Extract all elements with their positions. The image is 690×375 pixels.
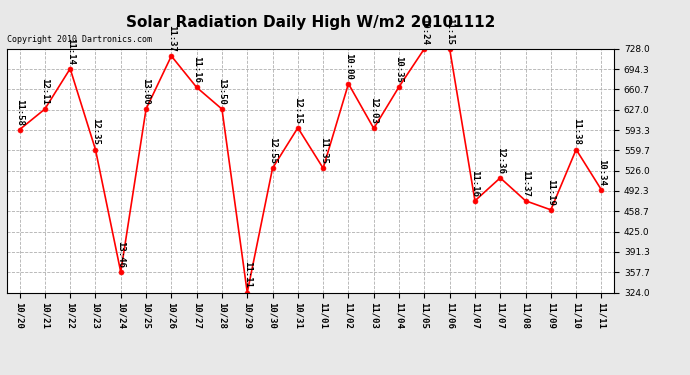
Text: 10:00: 10:00: [344, 53, 353, 80]
Text: 13:00: 13:00: [141, 78, 150, 105]
Text: 11:19: 11:19: [546, 179, 555, 206]
Text: 13:50: 13:50: [217, 78, 226, 105]
Text: 11:14: 11:14: [66, 38, 75, 64]
Text: Copyright 2010 Dartronics.com: Copyright 2010 Dartronics.com: [7, 35, 152, 44]
Text: 12:55: 12:55: [268, 137, 277, 164]
Text: 13:46: 13:46: [116, 241, 126, 268]
Text: 11:16: 11:16: [192, 56, 201, 83]
Text: 10:34: 10:34: [597, 159, 606, 186]
Text: 12:35: 12:35: [91, 118, 100, 146]
Text: 12:11: 12:11: [40, 78, 50, 105]
Text: 11:35: 11:35: [319, 137, 328, 164]
Text: 12:36: 12:36: [495, 147, 505, 174]
Text: 11:11: 11:11: [243, 261, 252, 288]
Text: 12:15: 12:15: [293, 97, 302, 124]
Text: 11:37: 11:37: [521, 170, 530, 196]
Text: 12:03: 12:03: [369, 98, 378, 124]
Text: 11:58: 11:58: [15, 99, 24, 125]
Text: 11:37: 11:37: [167, 25, 176, 52]
Text: 10:35: 10:35: [395, 56, 404, 82]
Text: 11:15: 11:15: [445, 18, 454, 45]
Text: Solar Radiation Daily High W/m2 20101112: Solar Radiation Daily High W/m2 20101112: [126, 15, 495, 30]
Text: 11:16: 11:16: [471, 170, 480, 196]
Text: 10:24: 10:24: [420, 18, 429, 45]
Text: 11:38: 11:38: [571, 118, 581, 146]
